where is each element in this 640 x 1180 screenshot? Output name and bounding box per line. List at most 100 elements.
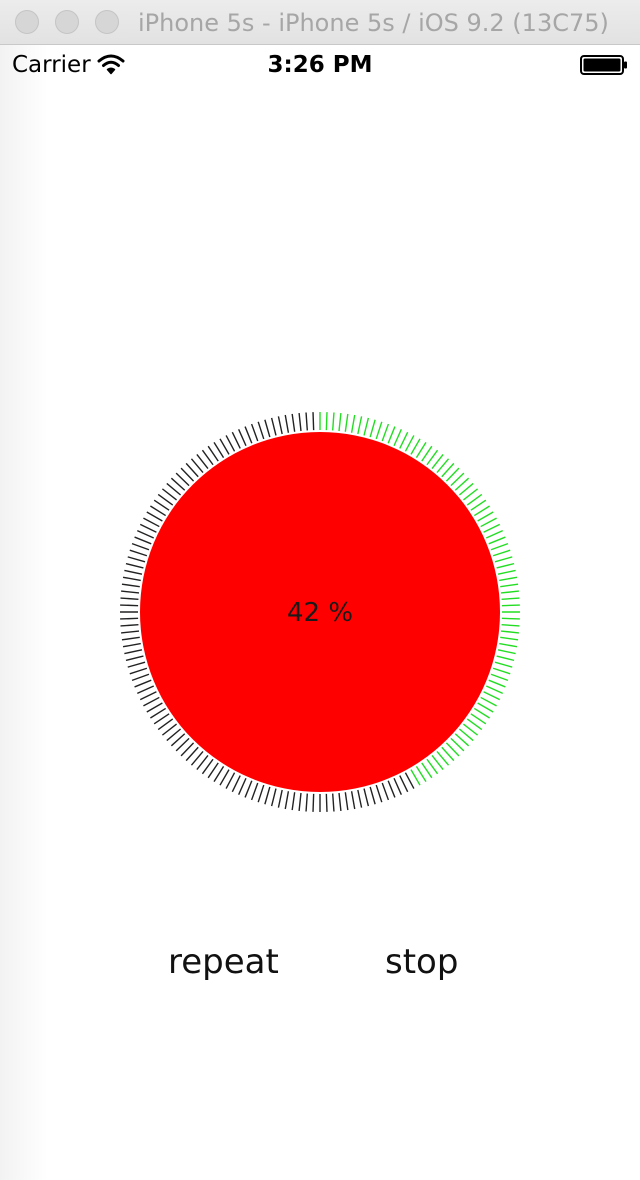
progress-tick-remaining: [238, 429, 247, 447]
progress-tick-remaining: [180, 467, 195, 482]
progress-tick-remaining: [250, 423, 259, 442]
progress-tick-done: [450, 737, 465, 752]
progress-tick-remaining: [291, 413, 296, 432]
progress-tick-remaining: [325, 793, 328, 812]
progress-tick-remaining: [284, 791, 290, 810]
progress-tick-remaining: [153, 499, 170, 511]
progress-tick-done: [480, 696, 497, 707]
progress-tick-remaining: [399, 775, 409, 793]
progress-tick-remaining: [122, 642, 141, 648]
progress-tick-remaining: [231, 431, 241, 449]
progress-tick-remaining: [207, 445, 219, 462]
zoom-window-button[interactable]: [95, 10, 119, 34]
window-title: iPhone 5s - iPhone 5s / iOS 9.2 (13C75): [138, 9, 609, 37]
progress-tick-remaining: [213, 765, 225, 782]
progress-tick-remaining: [157, 493, 174, 506]
progress-tick-remaining: [219, 769, 230, 786]
progress-tick-done: [325, 412, 328, 431]
progress-tick-done: [410, 438, 421, 455]
progress-tick-remaining: [225, 772, 236, 789]
progress-tick-done: [415, 765, 427, 782]
progress-tick-done: [501, 624, 520, 627]
progress-tick-remaining: [381, 782, 390, 801]
progress-tick-remaining: [125, 655, 144, 662]
progress-tick-remaining: [375, 784, 383, 803]
progress-tick-done: [492, 667, 511, 675]
progress-tick-remaining: [250, 782, 259, 801]
minimize-window-button[interactable]: [55, 10, 79, 34]
progress-tick-remaining: [120, 597, 139, 600]
progress-tick-remaining: [175, 472, 190, 487]
progress-tick-done: [490, 673, 509, 682]
carrier-label: Carrier: [12, 52, 91, 78]
progress-tick-remaining: [305, 412, 308, 431]
progress-tick-remaining: [291, 792, 296, 811]
progress-tick-remaining: [338, 792, 342, 811]
progress-tick-remaining: [129, 549, 148, 557]
progress-tick-remaining: [305, 793, 308, 812]
progress-tick-done: [497, 569, 516, 575]
progress-tick-remaining: [393, 777, 402, 795]
progress-tick-remaining: [175, 737, 190, 752]
progress-tick-remaining: [190, 458, 204, 474]
progress-tick-remaining: [127, 661, 146, 668]
progress-tick-remaining: [213, 442, 225, 459]
progress-tick-remaining: [125, 562, 144, 569]
progress-tick-done: [344, 413, 349, 432]
progress-tick-remaining: [121, 630, 140, 634]
progress-tick-remaining: [312, 412, 315, 431]
progress-tick-done: [399, 431, 409, 449]
progress-tick-done: [483, 691, 501, 701]
stop-button[interactable]: stop: [385, 942, 459, 982]
progress-tick-remaining: [139, 691, 157, 701]
progress-tick-done: [485, 530, 503, 539]
progress-tick-done: [500, 636, 519, 641]
progress-tick-done: [501, 617, 520, 620]
progress-tick-done: [500, 630, 519, 634]
progress-tick-done: [477, 511, 494, 522]
progress-tick-remaining: [404, 772, 415, 789]
progress-tick-done: [483, 523, 501, 533]
status-bar: Carrier 3:26 PM: [0, 45, 640, 85]
progress-tick-done: [470, 499, 487, 511]
progress-tick-done: [466, 718, 483, 731]
progress-tick-remaining: [161, 488, 178, 501]
progress-tick-remaining: [185, 746, 199, 762]
progress-ticks: [120, 412, 520, 812]
progress-tick-done: [497, 649, 516, 655]
progress-tick-done: [499, 576, 518, 582]
progress-tick-done: [441, 462, 455, 478]
progress-tick-remaining: [150, 505, 167, 517]
progress-tick-done: [426, 449, 439, 466]
progress-tick-done: [426, 758, 439, 775]
progress-tick-done: [421, 762, 433, 779]
progress-tick-done: [332, 412, 335, 431]
progress-tick-remaining: [225, 435, 236, 452]
progress-tick-done: [363, 417, 370, 436]
progress-tick-remaining: [264, 786, 271, 805]
status-time: 3:26 PM: [267, 52, 373, 78]
progress-tick-done: [492, 549, 511, 557]
progress-tick-done: [499, 642, 518, 648]
progress-tick-remaining: [127, 556, 146, 563]
progress-tick-remaining: [120, 604, 139, 607]
progress-tick-done: [445, 467, 460, 482]
progress-tick-done: [393, 429, 402, 447]
close-window-button[interactable]: [15, 10, 39, 34]
progress-tick-remaining: [124, 569, 143, 575]
progress-tick-done: [338, 413, 342, 432]
repeat-button[interactable]: repeat: [168, 942, 279, 982]
progress-tick-remaining: [150, 707, 167, 719]
progress-tick-remaining: [137, 530, 155, 539]
progress-tick-remaining: [134, 679, 152, 688]
progress-tick-remaining: [219, 438, 230, 455]
progress-percent-label: 42 %: [286, 598, 354, 628]
progress-tick-remaining: [264, 419, 271, 438]
progress-tick-remaining: [244, 780, 253, 798]
progress-tick-done: [462, 488, 479, 501]
progress-tick-done: [500, 590, 519, 594]
progress-tick-done: [488, 536, 506, 545]
progress-tick-done: [496, 562, 515, 569]
progress-tick-remaining: [121, 583, 140, 588]
progress-tick-remaining: [124, 649, 143, 655]
